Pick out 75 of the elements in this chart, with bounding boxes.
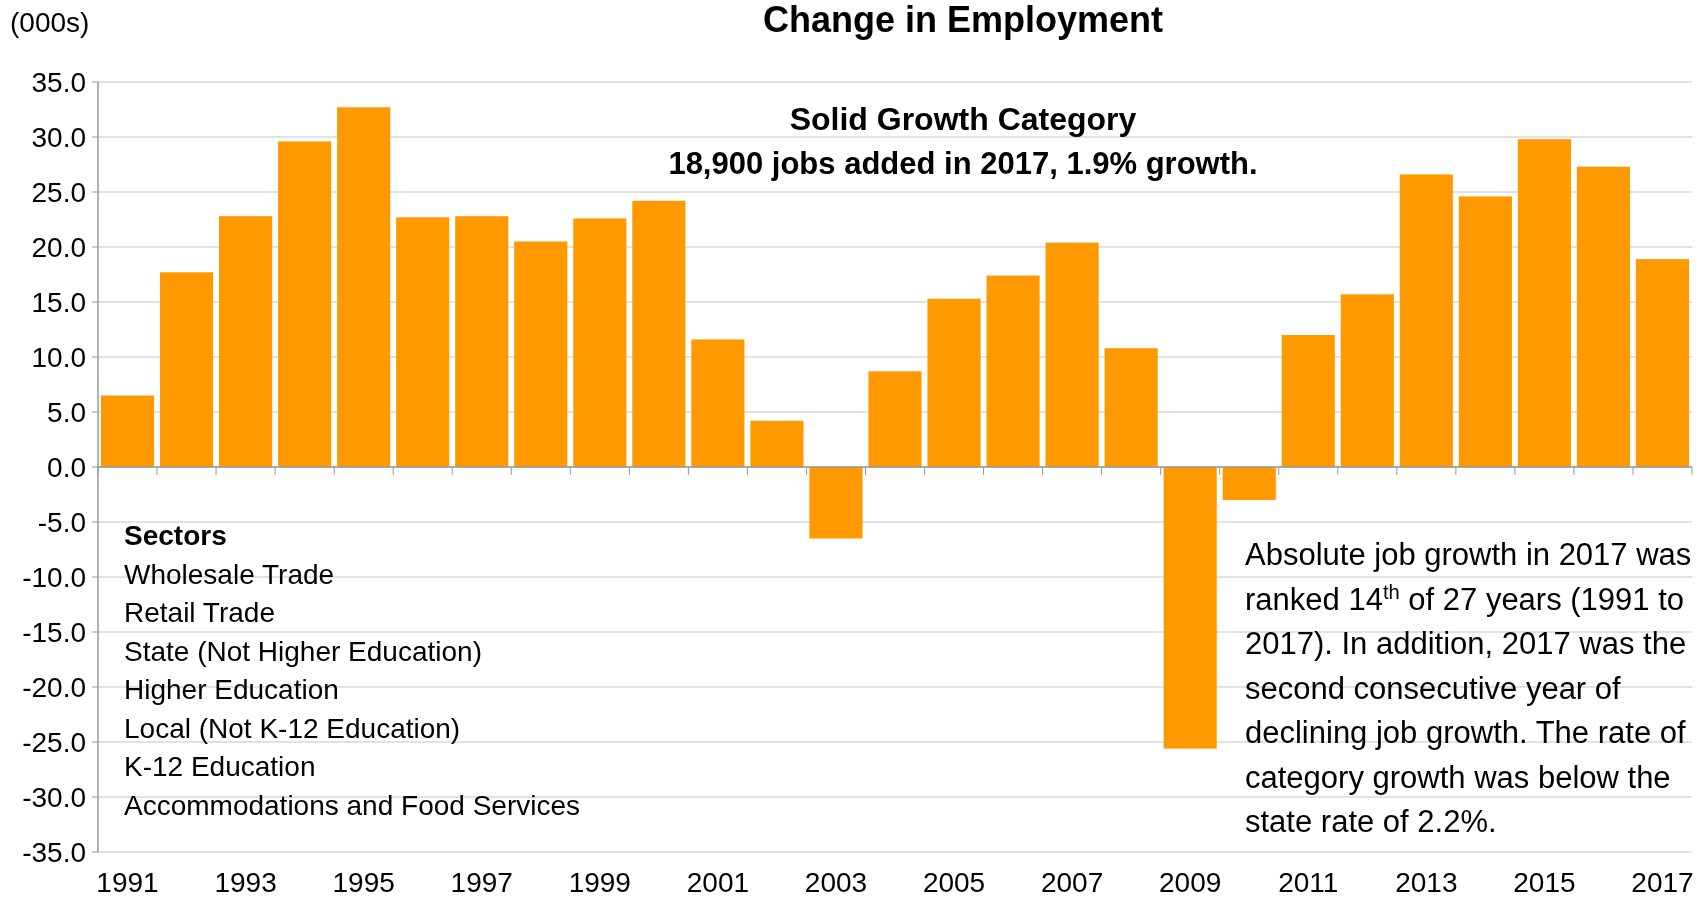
annotation: Wholesale Trade [124,558,335,590]
x-tick-label: 1995 [332,867,395,898]
x-tick-label: 1993 [214,867,277,898]
x-tick-label: 2005 [922,867,986,898]
y-tick-label: 25.0 [31,176,86,208]
y-tick-label: 30.0 [31,121,86,153]
bar [691,339,745,467]
bar [1163,467,1217,749]
bar [1222,467,1276,500]
y-tick-label: -35.0 [22,836,86,868]
bar [1458,196,1512,467]
y-tick-label: 10.0 [31,341,86,373]
bar [159,272,214,467]
bar [809,467,863,539]
annotation: Solid Growth Category [789,101,1137,137]
bar [514,241,568,467]
y-tick-label: 20.0 [31,231,86,263]
bar [1281,335,1335,467]
y-tick-label: -20.0 [22,671,86,703]
bar [219,216,273,467]
x-tick-label: 1997 [450,867,513,898]
x-tick-label: 1999 [568,867,631,898]
bar [1340,294,1394,467]
y-axis-title: (000s) [10,7,90,38]
annotation: second consecutive year of [1245,670,1622,706]
chart-title: Change in Employment [762,0,1164,40]
y-tick-label: 35.0 [31,66,86,98]
bar [396,217,450,467]
annotation: 2017). In addition, 2017 was the [1245,626,1687,661]
x-tick-label: 2017 [1631,867,1694,898]
bar [573,218,627,467]
y-tick-label: 15.0 [31,286,86,318]
annotation: Accommodations and Food Services [124,789,580,821]
bar [1399,174,1453,467]
annotation: K-12 Education [124,751,316,782]
x-tick-label: 2015 [1513,867,1576,898]
bar [1517,139,1571,467]
bar [632,200,686,467]
bar [868,371,922,467]
annotation: Retail Trade [124,597,275,628]
x-tick-label: 2011 [1278,867,1339,898]
bar [927,298,981,467]
annotation: Local (Not K-12 Education) [124,712,461,744]
bar [750,420,804,467]
annotation: Higher Education [124,674,339,705]
bar [1635,259,1690,467]
y-tick-label: -15.0 [22,616,86,648]
bar [455,216,509,467]
bar [337,107,391,467]
y-tick-label: -5.0 [37,506,86,538]
annotation: Absolute job growth in 2017 was [1245,537,1692,572]
bar [1104,348,1158,467]
x-tick-label: 2009 [1159,867,1222,898]
bar [1045,242,1099,467]
annotation: State (Not Higher Education) [124,635,482,667]
x-tick-label: 2013 [1395,867,1458,898]
bar [986,275,1040,467]
x-tick-label: 2003 [804,867,868,898]
annotation: Sectors [124,520,227,551]
annotation: state rate of 2.2%. [1245,804,1497,839]
annotation: category growth was below the [1245,759,1671,795]
x-tick-label: 1991 [96,867,159,898]
bar [1576,166,1631,467]
annotation: ranked 14$^{th}$ of 27 years (1991 to [1245,580,1685,617]
bar [100,395,155,467]
annotation: declining job growth. The rate of [1245,715,1686,750]
y-tick-label: 0.0 [47,451,86,483]
x-tick-label: 2001 [686,867,750,898]
y-tick-label: -30.0 [22,781,86,813]
x-tick-label: 2007 [1040,867,1104,898]
y-tick-label: -25.0 [22,726,86,758]
y-tick-label: -10.0 [22,561,86,593]
annotation: 18,900 jobs added in 2017, 1.9% growth. [668,146,1258,181]
y-tick-label: 5.0 [47,396,86,428]
bar [278,141,332,467]
